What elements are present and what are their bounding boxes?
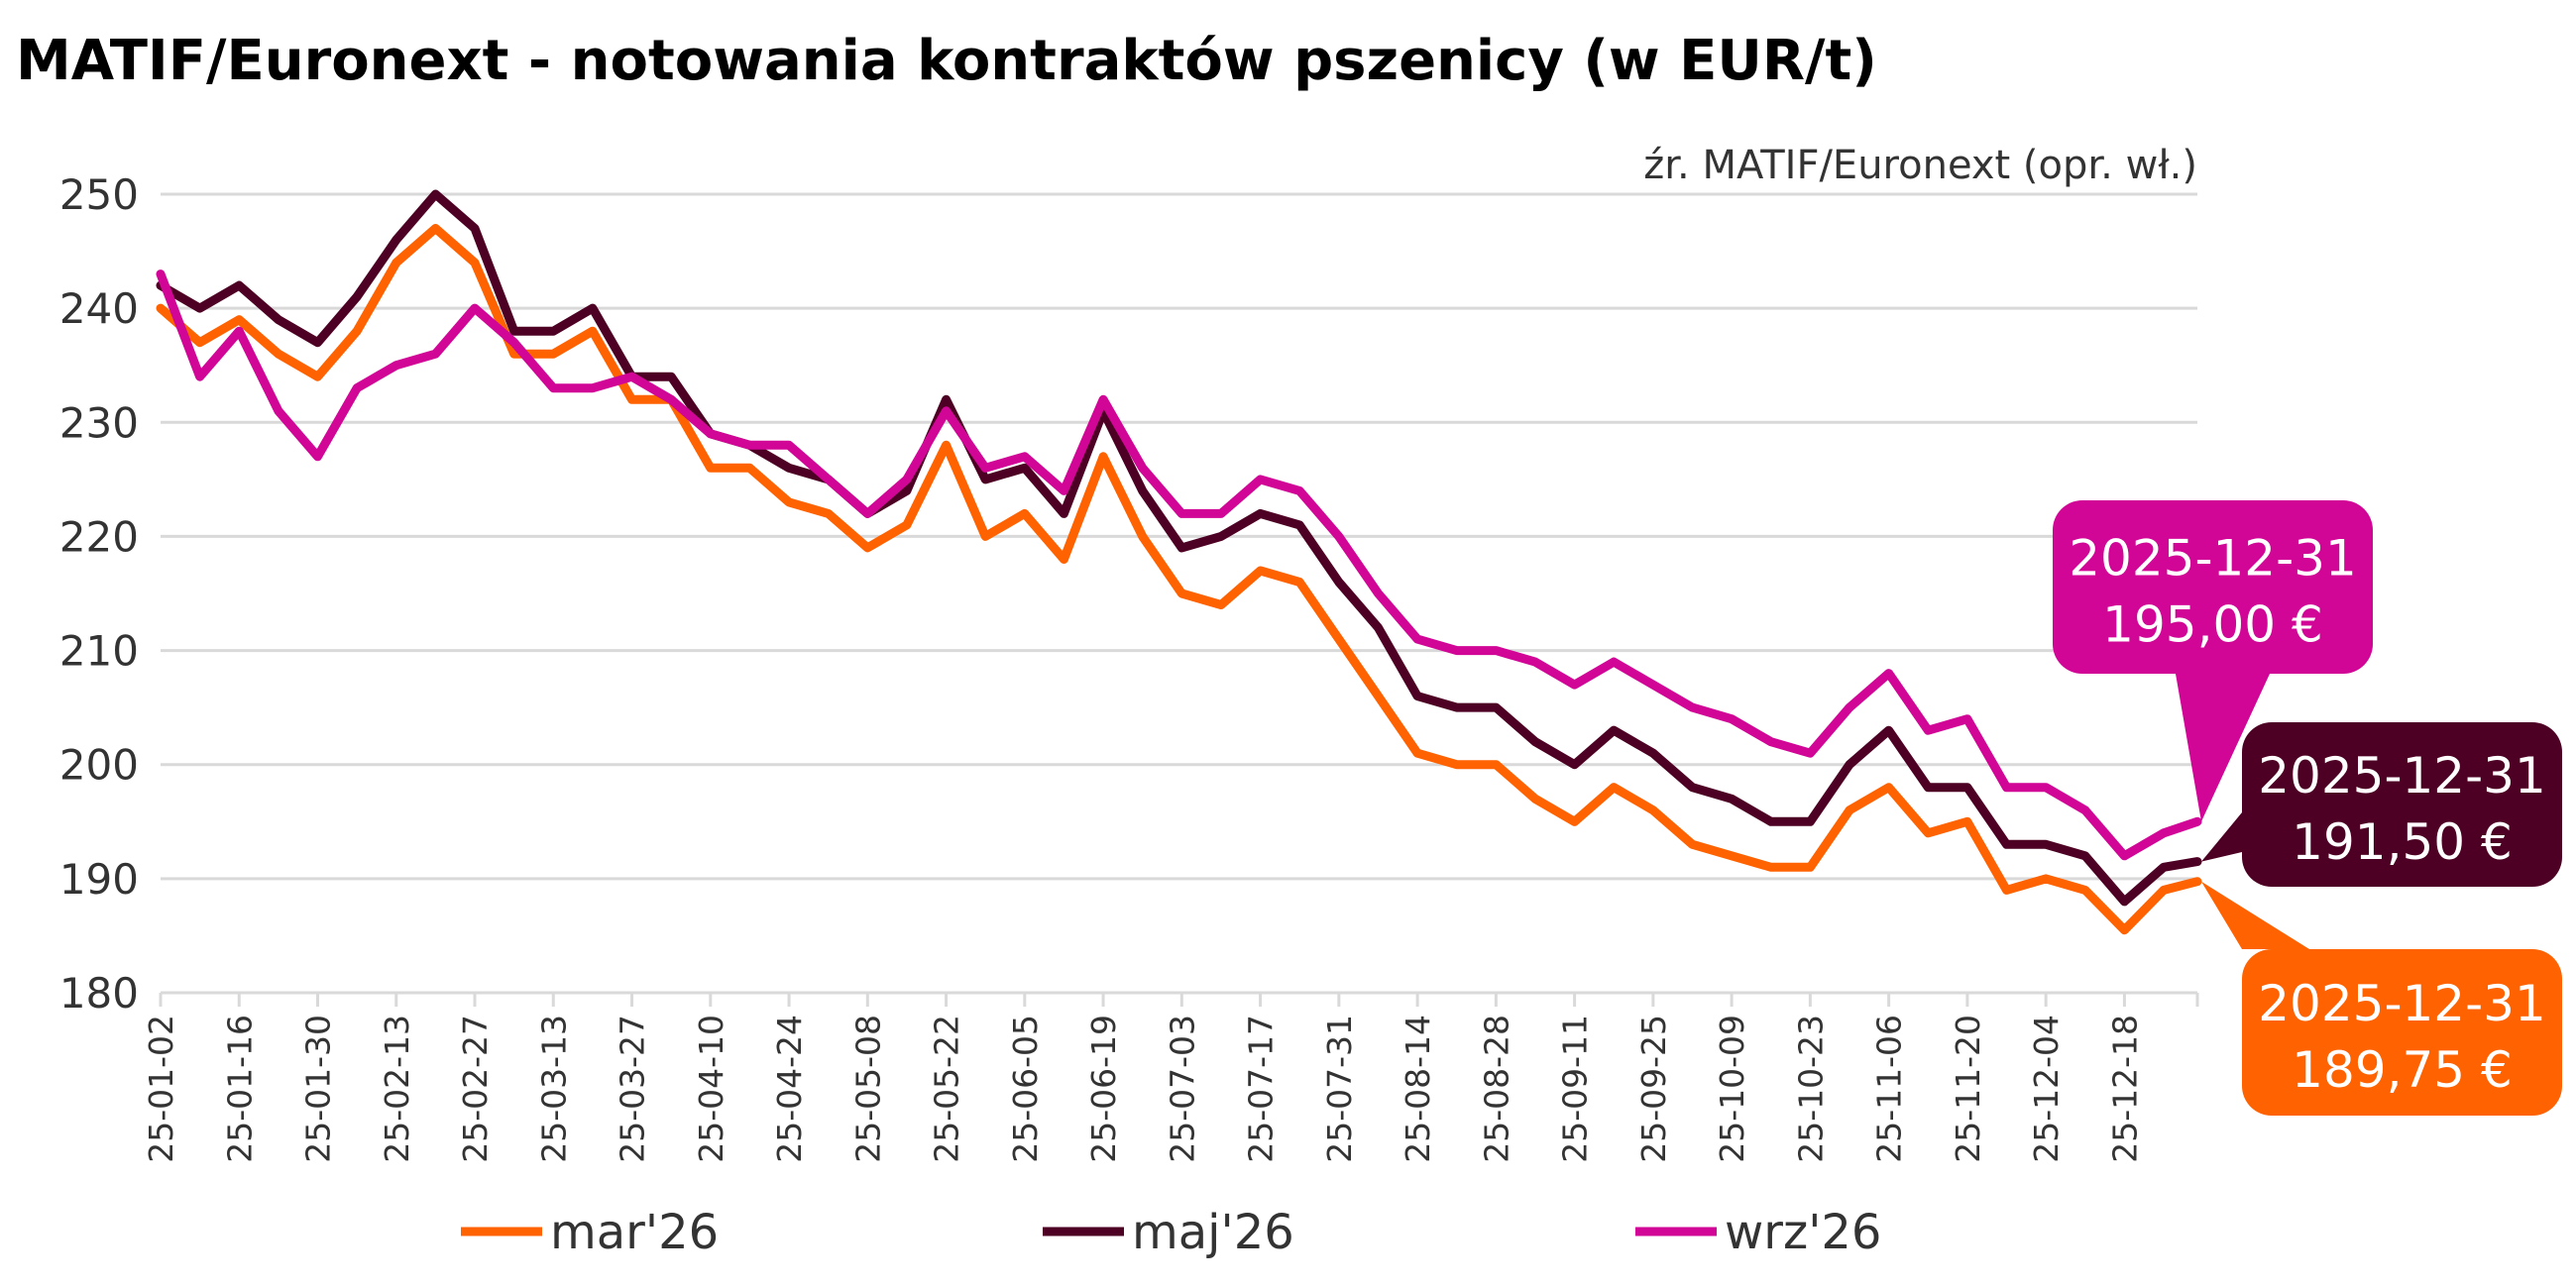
callout-date: 2025-12-31: [2069, 530, 2357, 588]
x-tick-label: 25-05-22: [928, 1015, 966, 1163]
x-tick-label: 25-03-13: [534, 1015, 573, 1163]
x-tick-label: 25-09-25: [1634, 1015, 1673, 1163]
x-tick-label: 25-08-28: [1477, 1015, 1515, 1163]
callout-box: [2242, 722, 2562, 887]
y-tick-label: 200: [59, 741, 139, 790]
y-tick-label: 190: [59, 855, 139, 904]
x-tick-label: 25-04-24: [770, 1015, 809, 1163]
y-tick-label: 180: [59, 969, 139, 1018]
chart-title: MATIF/Euronext - notowania kontraktów ps…: [16, 29, 1877, 93]
legend-item-2: wrz'26: [1635, 1205, 1881, 1260]
callout-date: 2025-12-31: [2258, 747, 2546, 805]
x-tick-label: 25-02-27: [456, 1015, 495, 1163]
legend: mar'26 maj'26 wrz'26: [461, 1205, 1881, 1260]
callout-box: [2053, 500, 2373, 674]
callout-value: 191,50 €: [2292, 813, 2513, 871]
y-axis: 180 190 200 210 220 230 240 250: [59, 170, 139, 1018]
x-tick-label: 25-12-18: [2105, 1015, 2144, 1163]
x-tick-label: 25-01-02: [142, 1015, 180, 1163]
x-tick-label: 25-07-17: [1242, 1015, 1281, 1163]
y-tick-label: 230: [59, 398, 139, 447]
x-tick-label: 25-07-31: [1320, 1015, 1359, 1163]
series-lines: [156, 189, 2202, 935]
x-tick-label: 25-05-08: [848, 1015, 887, 1163]
callout-value: 189,75 €: [2292, 1041, 2513, 1099]
x-tick-label: 25-01-16: [220, 1015, 259, 1163]
x-tick-label: 25-01-30: [299, 1015, 338, 1163]
gridlines: [161, 192, 2197, 881]
x-tick-label: 25-11-06: [1870, 1015, 1909, 1163]
legend-label: maj'26: [1132, 1205, 1294, 1260]
x-tick-label: 25-03-27: [614, 1015, 652, 1163]
callout-date: 2025-12-31: [2258, 975, 2546, 1032]
callout-pointer: [2201, 812, 2242, 862]
x-tick-label: 25-12-04: [2027, 1015, 2066, 1163]
y-tick-label: 250: [59, 170, 139, 219]
legend-label: wrz'26: [1725, 1205, 1881, 1260]
x-tick-label: 25-11-20: [1949, 1015, 1987, 1163]
callout-box: [2242, 949, 2562, 1116]
y-tick-label: 240: [59, 284, 139, 333]
x-tick-label: 25-02-13: [378, 1015, 416, 1163]
series-line-0: [156, 224, 2202, 935]
callout-pointer: [2201, 881, 2309, 949]
series-line-1: [156, 189, 2202, 907]
legend-item-1: maj'26: [1043, 1205, 1294, 1260]
legend-item-0: mar'26: [461, 1205, 719, 1260]
chart-source: źr. MATIF/Euronext (opr. wł.): [1643, 143, 2197, 188]
x-tick-label: 25-10-09: [1713, 1015, 1751, 1163]
x-tick-label: 25-10-23: [1791, 1015, 1830, 1163]
callout-0: 2025-12-31 195,00 €: [2053, 500, 2373, 822]
callout-value: 195,00 €: [2102, 596, 2323, 654]
x-tick-label: 25-09-11: [1556, 1015, 1595, 1163]
x-axis: 25-01-02 25-01-16 25-01-30 25-02-13 25-02-27…: [142, 991, 2199, 1163]
callout-1: 2025-12-31 191,50 €: [2201, 722, 2562, 887]
x-tick-label: 25-06-19: [1084, 1015, 1123, 1163]
x-tick-label: 25-06-05: [1006, 1015, 1045, 1163]
series-line-2: [156, 269, 2202, 861]
x-tick-label: 25-08-14: [1399, 1015, 1437, 1163]
x-tick-label: 25-07-03: [1163, 1015, 1201, 1163]
y-tick-label: 210: [59, 627, 139, 676]
legend-label: mar'26: [550, 1205, 719, 1260]
callout-pointer: [2176, 674, 2270, 822]
callout-2: 2025-12-31 189,75 €: [2201, 881, 2562, 1116]
x-tick-label: 25-04-10: [692, 1015, 730, 1163]
y-tick-label: 220: [59, 512, 139, 561]
